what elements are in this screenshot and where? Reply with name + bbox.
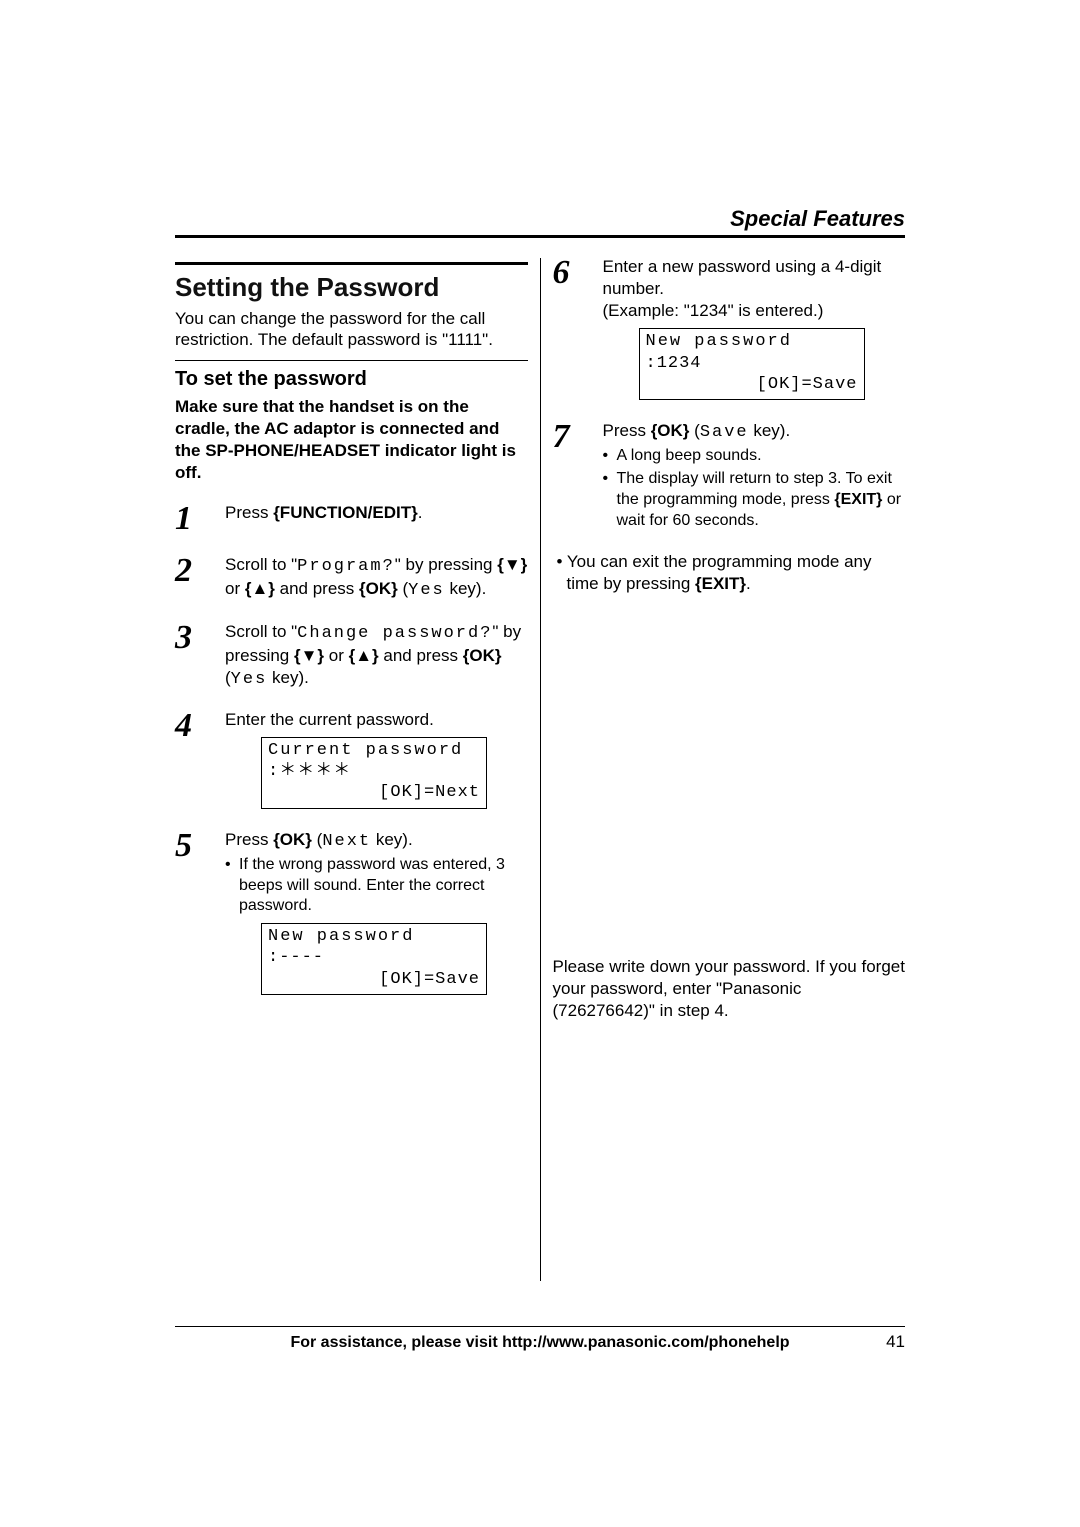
spacer <box>553 596 906 956</box>
key-down: {▼} <box>294 646 324 665</box>
key-exit: {EXIT} <box>695 574 746 593</box>
step-4: 4 Enter the current password. Current pa… <box>175 709 528 811</box>
step-number: 1 <box>175 502 203 536</box>
key-ok: {OK} <box>463 646 502 665</box>
bullet-text: If the wrong password was entered, 3 bee… <box>239 855 528 917</box>
lcd-line: :＊＊＊＊ <box>268 761 480 782</box>
step-body: Press {OK} (Save key). • A long beep sou… <box>603 420 906 533</box>
text: and press <box>379 646 463 665</box>
step-number: 4 <box>175 709 203 743</box>
lcd-line: New password <box>646 331 858 352</box>
save-label: Save <box>700 423 749 442</box>
key-ok: {OK} <box>359 579 398 598</box>
right-column: 6 Enter a new password using a 4-digit n… <box>553 252 906 1287</box>
key-down: {▼} <box>497 555 527 574</box>
text: ( <box>312 830 322 849</box>
lcd-line: Current password <box>268 740 480 761</box>
text: key). <box>267 668 309 687</box>
key-function-edit: {FUNCTION/EDIT} <box>273 503 418 522</box>
exit-note: • You can exit the programming mode any … <box>567 551 906 595</box>
title-rule <box>175 262 528 265</box>
next-label: Next <box>322 832 371 851</box>
bullet-dot: • <box>603 446 611 467</box>
two-column-layout: Setting the Password You can change the … <box>175 252 905 1287</box>
text: and press <box>275 579 359 598</box>
lcd-line: [OK]=Save <box>646 374 858 395</box>
text: . <box>746 574 751 593</box>
yes-label: Yes <box>408 581 445 600</box>
left-column: Setting the Password You can change the … <box>175 252 528 1287</box>
step-body: Press {OK} (Next key). • If the wrong pa… <box>225 829 528 997</box>
step-body: Press {FUNCTION/EDIT}. <box>225 502 528 524</box>
forget-note: Please write down your password. If you … <box>553 956 906 1022</box>
text: Press <box>603 421 651 440</box>
footer-text: For assistance, please visit http://www.… <box>175 1334 905 1352</box>
menu-text: Change password? <box>297 624 492 643</box>
key-ok: {OK} <box>273 830 312 849</box>
step-7: 7 Press {OK} (Save key). • A long beep s… <box>553 420 906 533</box>
lcd-line: New password <box>268 926 480 947</box>
step-3: 3 Scroll to "Change password?" by pressi… <box>175 621 528 691</box>
step-body: Scroll to "Change password?" by pressing… <box>225 621 528 691</box>
text: key). <box>371 830 413 849</box>
key-up: {▲} <box>245 579 275 598</box>
bullet-dot: • <box>225 855 233 917</box>
bullet-text: The display will return to step 3. To ex… <box>617 469 906 531</box>
text: key). <box>749 421 791 440</box>
section-header: Special Features <box>730 206 905 232</box>
step-body: Scroll to "Program?" by pressing {▼} or … <box>225 554 528 602</box>
lcd-new-password-blank: New password :---- [OK]=Save <box>261 923 487 995</box>
text: Press <box>225 830 273 849</box>
yes-label: Yes <box>231 670 268 689</box>
menu-text: Program? <box>297 557 395 576</box>
text: Enter the current password. <box>225 709 528 731</box>
lcd-line: [OK]=Save <box>268 969 480 990</box>
text: Press <box>225 503 273 522</box>
step-body: Enter the current password. Current pass… <box>225 709 528 811</box>
step-number: 6 <box>553 256 581 290</box>
page-title: Setting the Password <box>175 271 528 304</box>
lcd-line: [OK]=Next <box>268 782 480 803</box>
step-number: 3 <box>175 621 203 655</box>
example-text: (Example: "1234" is entered.) <box>603 300 906 322</box>
step-number: 5 <box>175 829 203 863</box>
step-6: 6 Enter a new password using a 4-digit n… <box>553 256 906 402</box>
text: Scroll to " <box>225 622 297 641</box>
intro-text: You can change the password for the call… <box>175 308 528 351</box>
text: ( <box>398 579 408 598</box>
bullet: • If the wrong password was entered, 3 b… <box>225 855 528 917</box>
key-ok: {OK} <box>651 421 690 440</box>
step-1: 1 Press {FUNCTION/EDIT}. <box>175 502 528 536</box>
text: or <box>324 646 349 665</box>
key-up: {▲} <box>349 646 379 665</box>
footer-rule <box>175 1326 905 1327</box>
step-number: 7 <box>553 420 581 454</box>
thin-rule <box>175 360 528 361</box>
text: " by pressing <box>395 555 497 574</box>
text: Scroll to " <box>225 555 297 574</box>
subtitle: To set the password <box>175 367 528 392</box>
text: . <box>418 503 423 522</box>
lcd-line: :1234 <box>646 353 858 374</box>
page-number: 41 <box>886 1332 905 1352</box>
text: or <box>225 579 245 598</box>
bullet: • A long beep sounds. <box>603 446 906 467</box>
bullet: • The display will return to step 3. To … <box>603 469 906 531</box>
text: ( <box>689 421 699 440</box>
bullet-dot: • <box>603 469 611 531</box>
lcd-new-password-1234: New password :1234 [OK]=Save <box>639 328 865 400</box>
bullet-text: A long beep sounds. <box>617 446 762 467</box>
step-body: Enter a new password using a 4-digit num… <box>603 256 906 402</box>
lcd-line: :---- <box>268 947 480 968</box>
text: Enter a new password using a 4-digit num… <box>603 256 906 300</box>
text: key). <box>445 579 487 598</box>
column-separator <box>540 258 541 1281</box>
lcd-current-password: Current password :＊＊＊＊ [OK]=Next <box>261 737 487 809</box>
step-5: 5 Press {OK} (Next key). • If the wrong … <box>175 829 528 997</box>
key-exit: {EXIT} <box>834 491 882 508</box>
header-rule <box>175 235 905 238</box>
precondition-text: Make sure that the handset is on the cra… <box>175 396 528 484</box>
step-number: 2 <box>175 554 203 588</box>
step-2: 2 Scroll to "Program?" by pressing {▼} o… <box>175 554 528 602</box>
